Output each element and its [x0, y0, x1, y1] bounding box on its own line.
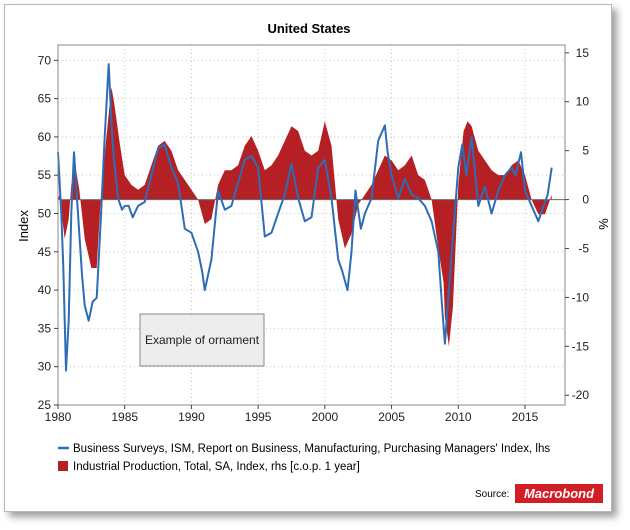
logo-text: Macrobond: [524, 486, 595, 501]
y-tick-label: 40: [38, 283, 52, 297]
y-tick-label: 25: [38, 398, 52, 412]
y-tick-label: 55: [38, 168, 52, 182]
x-tick-label: 1990: [178, 410, 205, 424]
y-tick-label: 45: [38, 245, 52, 259]
y2-tick-label: -10: [572, 290, 590, 304]
y2-tick-label: 0: [582, 193, 589, 207]
y2-tick-label: 15: [576, 46, 590, 60]
plot-area-border: [57, 44, 566, 406]
macrobond-logo: Macrobond: [515, 484, 603, 503]
y-axis-ticks: 25 30 35 40 45 50 55 60 65 70: [38, 53, 58, 412]
x-tick-label: 2015: [512, 410, 539, 424]
x-tick-label: 1985: [111, 410, 138, 424]
x-tick-label: 1995: [245, 410, 272, 424]
industrial-production-area: [58, 87, 552, 347]
y-tick-label: 30: [38, 360, 52, 374]
x-tick-label: 2000: [311, 410, 338, 424]
y2-tick-label: -20: [572, 388, 590, 402]
legend-item-ism: Business Surveys, ISM, Report on Busines…: [58, 443, 550, 455]
industrial-production-area-path: [58, 87, 552, 347]
y-tick-label: 70: [38, 53, 52, 67]
y2-tick-label: -5: [578, 241, 589, 255]
ism-pmi-line: [57, 63, 553, 372]
annotation-box: Example of ornament: [139, 313, 265, 367]
y2-tick-label: 5: [582, 144, 589, 158]
y2-axis-ticks: 15 10 5 0 -5 -10 -15 -20: [565, 46, 589, 402]
legend-area-swatch: [58, 461, 68, 471]
y2-tick-label: 10: [576, 95, 590, 109]
x-axis-ticks: 1980 1985 1990 1995 2000 2005 2010 2015: [45, 405, 539, 424]
ism-pmi-polyline: [57, 63, 553, 372]
y-tick-label: 50: [38, 207, 52, 221]
y-tick-label: 65: [38, 92, 52, 106]
legend: Business Surveys, ISM, Report on Busines…: [58, 443, 550, 473]
y-axis-label: Index: [16, 210, 31, 242]
x-tick-label: 2005: [378, 410, 405, 424]
source-label: Source:: [475, 489, 509, 500]
gridlines: [57, 45, 565, 406]
chart-frame: [4, 4, 612, 512]
chart-title: United States: [267, 21, 350, 36]
y-tick-label: 60: [38, 130, 52, 144]
y2-tick-label: -15: [572, 339, 590, 353]
x-tick-label: 2010: [445, 410, 472, 424]
legend-label-industrial-production: Industrial Production, Total, SA, Index,…: [73, 461, 360, 473]
legend-item-industrial-production: Industrial Production, Total, SA, Index,…: [58, 461, 360, 473]
y-tick-label: 35: [38, 321, 52, 335]
x-tick-label: 1980: [45, 410, 72, 424]
legend-label-ism: Business Surveys, ISM, Report on Busines…: [73, 443, 550, 455]
annotation-text: Example of ornament: [145, 333, 260, 347]
y2-axis-label: %: [596, 218, 611, 230]
